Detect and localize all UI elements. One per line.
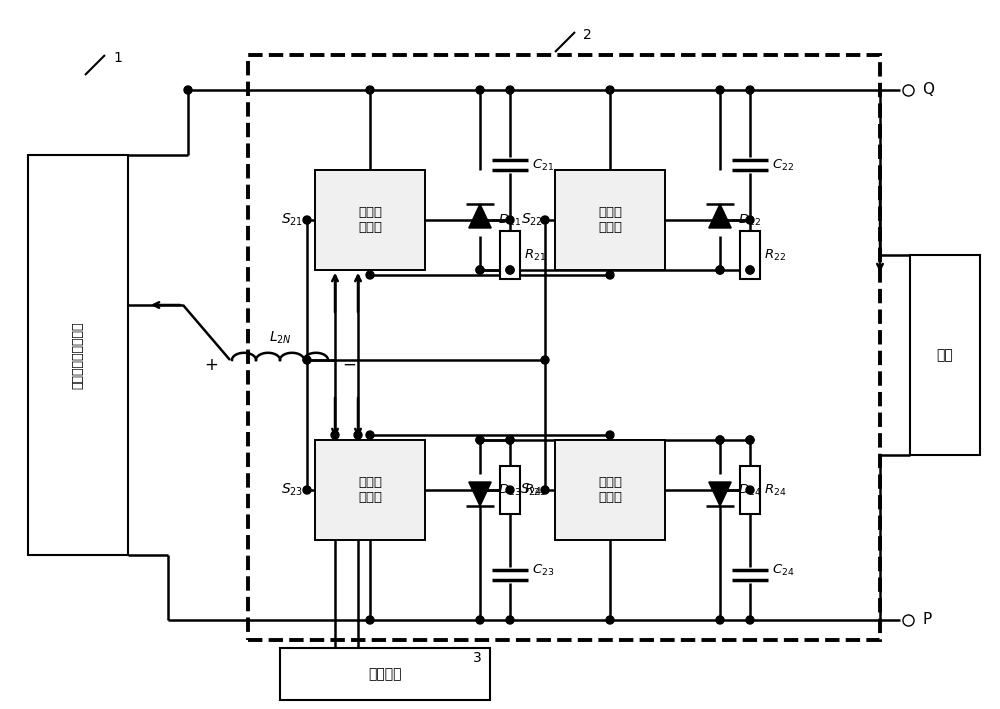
Circle shape [476,436,484,444]
Circle shape [506,266,514,274]
Text: $L_{2N}$: $L_{2N}$ [269,330,291,346]
Circle shape [716,86,724,94]
Circle shape [716,436,724,444]
Circle shape [506,436,514,444]
Text: 3: 3 [473,651,482,665]
Circle shape [606,431,614,439]
Text: $D_{22}$: $D_{22}$ [738,213,761,228]
Circle shape [476,266,484,274]
Circle shape [746,436,754,444]
Circle shape [184,86,192,94]
Circle shape [303,356,311,364]
Text: $C_{23}$: $C_{23}$ [532,562,554,578]
Circle shape [541,486,549,494]
Circle shape [476,266,484,274]
Circle shape [506,86,514,94]
Text: $S_{23}$: $S_{23}$ [281,482,303,498]
Circle shape [506,266,514,274]
Text: $S_{24}$: $S_{24}$ [520,482,543,498]
Circle shape [476,436,484,444]
Bar [315,440,425,540]
Text: 第二二
开关管: 第二二 开关管 [598,206,622,234]
Text: $D_{21}$: $D_{21}$ [498,213,521,228]
Bar [315,170,425,270]
Polygon shape [709,204,731,228]
Circle shape [476,216,484,224]
Circle shape [476,486,484,494]
Polygon shape [469,204,491,228]
Circle shape [366,271,374,279]
Circle shape [716,266,724,274]
Text: Q: Q [922,82,934,98]
Circle shape [506,486,514,494]
Text: $S_{21}$: $S_{21}$ [281,212,303,228]
Bar [910,255,980,455]
Text: +: + [204,356,218,374]
Polygon shape [709,482,731,506]
Text: $C_{21}$: $C_{21}$ [532,157,554,172]
Text: −: − [342,356,356,374]
Text: 1: 1 [113,51,122,65]
Circle shape [366,431,374,439]
Text: 驱动电路: 驱动电路 [368,667,402,681]
Circle shape [506,216,514,224]
Circle shape [606,271,614,279]
Circle shape [746,266,754,274]
Bar [500,466,520,514]
Circle shape [354,431,362,439]
Text: $C_{22}$: $C_{22}$ [772,157,794,172]
Bar [280,648,490,700]
Text: 带副边的平衡电抗器: 带副边的平衡电抗器 [72,321,84,389]
Circle shape [746,616,754,624]
Circle shape [476,86,484,94]
Text: $R_{22}$: $R_{22}$ [764,247,786,262]
Circle shape [541,356,549,364]
Circle shape [746,486,754,494]
Bar [555,170,665,270]
Text: $R_{23}$: $R_{23}$ [524,482,546,498]
Circle shape [716,266,724,274]
Bar [740,466,760,514]
Circle shape [746,216,754,224]
Circle shape [746,436,754,444]
Text: $R_{21}$: $R_{21}$ [524,247,546,262]
Bar [500,231,520,279]
Circle shape [606,86,614,94]
Text: 第二四
开关管: 第二四 开关管 [598,476,622,504]
Circle shape [506,436,514,444]
Bar [28,155,128,555]
Circle shape [331,431,339,439]
Circle shape [366,616,374,624]
Text: P: P [922,613,931,627]
Circle shape [506,616,514,624]
Circle shape [366,86,374,94]
Text: $R_{24}$: $R_{24}$ [764,482,786,498]
Circle shape [746,266,754,274]
Bar [740,231,760,279]
Text: 2: 2 [583,28,592,42]
Polygon shape [469,482,491,506]
Circle shape [746,86,754,94]
Text: 第二一
开关管: 第二一 开关管 [358,206,382,234]
Circle shape [606,616,614,624]
Bar [555,440,665,540]
Circle shape [303,486,311,494]
Text: $D_{23}$: $D_{23}$ [498,482,521,498]
Circle shape [303,216,311,224]
Circle shape [476,616,484,624]
Circle shape [716,436,724,444]
Text: $S_{22}$: $S_{22}$ [521,212,543,228]
Circle shape [716,616,724,624]
Bar [248,55,880,640]
Circle shape [716,216,724,224]
Circle shape [541,216,549,224]
Text: $D_{24}$: $D_{24}$ [738,482,761,498]
Text: $C_{24}$: $C_{24}$ [772,562,794,578]
Text: 第二三
开关管: 第二三 开关管 [358,476,382,504]
Text: 负载: 负载 [937,348,953,362]
Circle shape [716,486,724,494]
